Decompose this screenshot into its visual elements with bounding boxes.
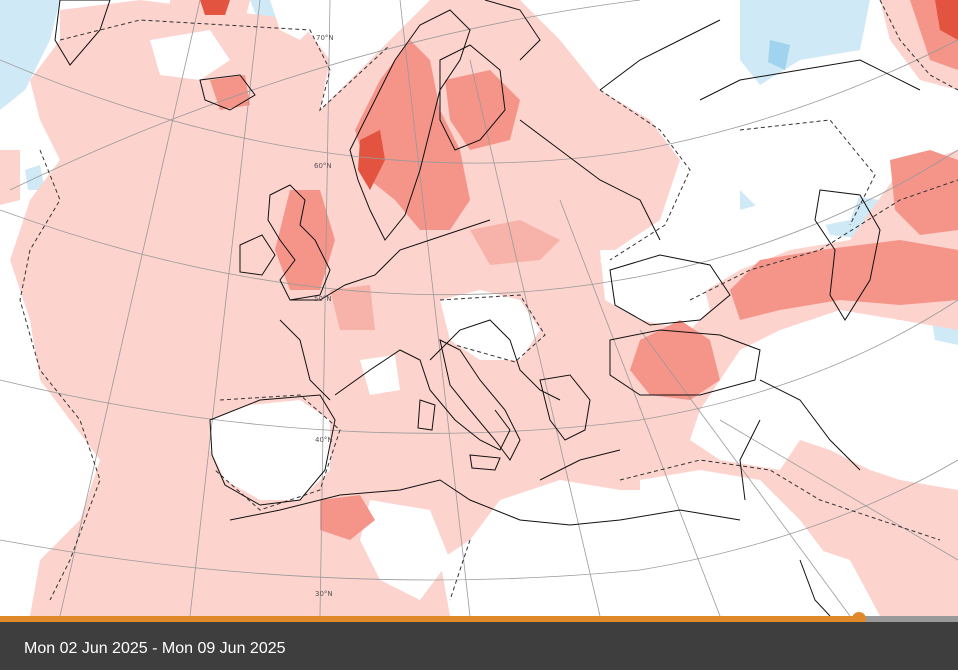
graticule (0, 0, 958, 616)
timeline-progress (0, 616, 860, 622)
lat-label-70n: 70°N (316, 34, 334, 42)
lat-label-40n: 40°N (315, 436, 333, 444)
date-range-label: Mon 02 Jun 2025 - Mon 09 Jun 2025 (24, 640, 286, 657)
coastlines-and-borders (54, 0, 921, 616)
caption-bar: Mon 02 Jun 2025 - Mon 09 Jun 2025 (0, 622, 958, 670)
neutral-areas (0, 0, 880, 616)
mid-warm-anomaly-areas (210, 0, 958, 540)
strong-warm-anomaly-areas (200, 0, 958, 190)
weather-anomaly-map: 70°N 60°N 50°N 40°N 30°N (0, 0, 958, 616)
lat-label-50n: 50°N (314, 295, 332, 303)
lat-label-60n: 60°N (314, 162, 332, 170)
lat-label-30n: 30°N (315, 590, 333, 598)
map-viewport[interactable]: 70°N 60°N 50°N 40°N 30°N (0, 0, 958, 616)
latitude-labels: 70°N 60°N 50°N 40°N 30°N (314, 34, 334, 598)
